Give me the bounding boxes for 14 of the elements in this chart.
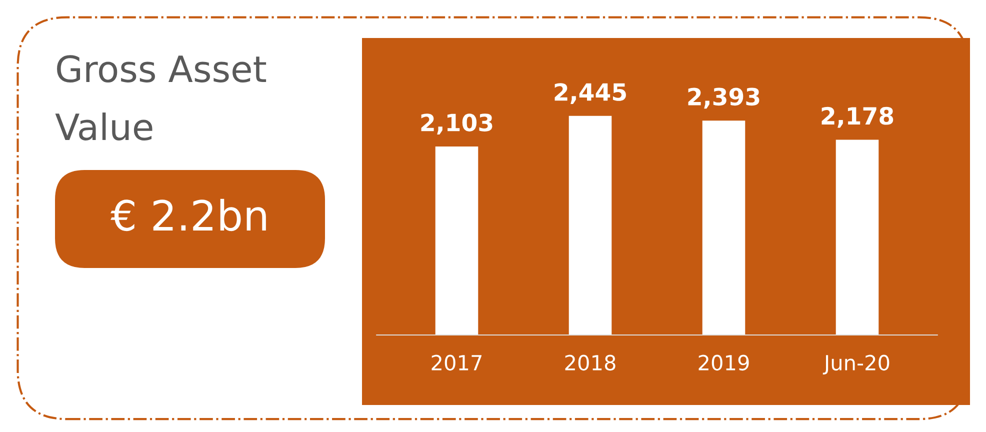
data-label: 2,393 <box>688 88 760 109</box>
bar <box>836 140 879 335</box>
x-tick-label: Jun-20 <box>822 354 890 374</box>
x-tick-label: 2017 <box>432 354 482 371</box>
bar <box>435 146 478 335</box>
x-tick-label: 2018 <box>565 354 616 371</box>
bar <box>702 120 746 335</box>
data-label: 2,178 <box>822 106 894 128</box>
chart-title: Gross Asset Value <box>55 55 266 140</box>
data-label: 2,445 <box>554 83 626 104</box>
x-tick-label: 2019 <box>698 354 749 371</box>
data-label: 2,103 <box>421 114 492 134</box>
text: € 2.2bn <box>110 198 266 232</box>
bar <box>568 116 612 335</box>
